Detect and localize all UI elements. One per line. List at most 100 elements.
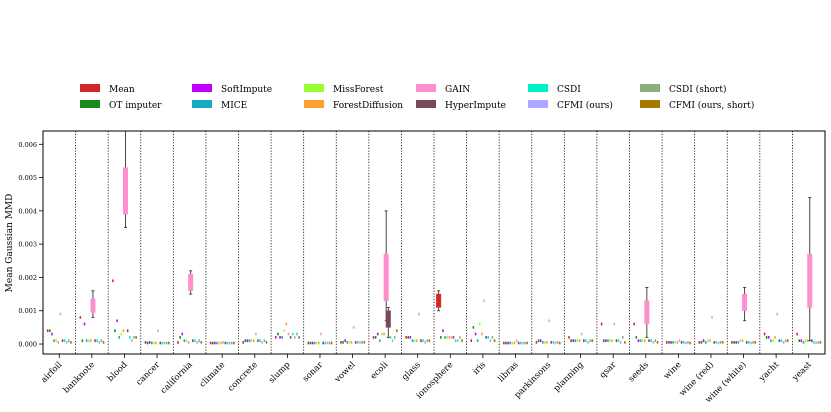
y-tick-label: 0.000 <box>18 341 37 349</box>
point-csdi-short-sonar <box>328 341 331 345</box>
point-forestdiffusion-concrete <box>252 339 255 343</box>
point-csdi-banknote <box>96 339 99 343</box>
point-softimpute-glass <box>409 335 412 339</box>
legend-label-ot-imputer: OT imputer <box>109 101 162 111</box>
point-ot-imputer-airfoil <box>49 329 51 333</box>
point-csdi-short-vowel <box>361 340 363 344</box>
point-missforest-wine-red <box>707 339 709 343</box>
x-tick-label-climate: climate <box>198 360 228 390</box>
x-tick-label-libras: libras <box>496 360 520 384</box>
point-ot-imputer-slump <box>277 332 279 336</box>
point-cfmi-ours-banknote <box>98 340 101 344</box>
point-ot-imputer-qsar <box>602 339 605 343</box>
point-ot-imputer-blood <box>114 329 116 333</box>
point-mean-yeast <box>796 332 798 336</box>
point-mice-ionosphere <box>444 335 446 339</box>
point-hyperimpute-blood <box>126 329 129 333</box>
point-hyperimpute-seeds <box>648 339 650 343</box>
point-mice-concrete <box>248 339 251 343</box>
point-softimpute-california <box>181 332 184 336</box>
point-softimpute-climate <box>214 341 216 345</box>
point-missforest-vowel <box>348 340 351 344</box>
point-cfmi-ours-short-climate <box>233 341 235 345</box>
point-missforest-wine-white <box>739 339 742 343</box>
box-gain-seeds <box>644 300 650 325</box>
point-mean-cancer <box>144 340 147 344</box>
point-ot-imputer-vowel <box>342 340 344 344</box>
point-mice-ecoli <box>379 339 381 343</box>
point-mean-sonar <box>307 341 310 345</box>
point-missforest-blood <box>120 332 123 336</box>
point-gain-sonar <box>320 332 322 336</box>
point-csdi-short-iris <box>491 335 494 339</box>
legend-label-gain: GAIN <box>445 85 470 95</box>
point-csdi-cancer <box>161 341 164 345</box>
point-gain-yacht <box>776 312 779 316</box>
point-csdi-wine <box>682 340 685 344</box>
point-missforest-wine <box>674 340 677 344</box>
point-missforest-ionosphere <box>446 335 448 339</box>
point-gain-planning <box>580 332 583 336</box>
point-cfmi-ours-climate <box>228 341 231 345</box>
point-mice-glass <box>411 339 414 343</box>
point-forestdiffusion-qsar <box>611 339 613 343</box>
legend-label-softimpute: SoftImpute <box>221 85 272 95</box>
point-mice-wine <box>672 340 674 344</box>
legend-swatch-mean <box>80 84 100 92</box>
y-axis-label: Mean Gaussian MMD <box>5 194 15 293</box>
point-hyperimpute-wine-white <box>745 340 748 344</box>
point-mice-airfoil <box>53 339 55 343</box>
point-mean-iris <box>470 339 473 343</box>
point-csdi-short-seeds <box>654 339 657 343</box>
point-ot-imputer-wine-red <box>700 340 703 344</box>
point-mean-blood <box>112 279 114 283</box>
point-forestdiffusion-parkinsons <box>546 340 548 344</box>
point-cfmi-ours-short-planning <box>591 339 594 343</box>
point-mice-climate <box>216 341 218 345</box>
point-hyperimpute-vowel <box>354 340 357 344</box>
legend-swatch-hyperimpute <box>416 100 436 108</box>
point-csdi-iris <box>487 335 490 339</box>
point-mice-banknote <box>85 339 88 343</box>
point-gain-vowel <box>352 325 355 329</box>
point-cfmi-ours-yacht <box>782 340 785 344</box>
legend-label-csdi-short: CSDI (short) <box>669 84 726 95</box>
legend-swatch-csdi-short <box>640 84 660 92</box>
point-csdi-yacht <box>780 339 783 343</box>
legend-swatch-mice <box>192 100 212 108</box>
point-forestdiffusion-iris <box>481 332 483 336</box>
point-ot-imputer-cancer <box>146 341 149 345</box>
point-ot-imputer-yeast <box>798 339 801 343</box>
point-gain-iris <box>483 299 485 303</box>
point-mean-wine <box>665 340 668 344</box>
point-forestdiffusion-libras <box>513 341 516 345</box>
point-cfmi-ours-short-libras <box>526 341 528 345</box>
point-gain-libras <box>515 339 518 343</box>
point-csdi-short-wine <box>687 340 689 344</box>
point-csdi-short-planning <box>589 339 591 343</box>
point-csdi-yeast <box>813 340 815 344</box>
y-tick-label: 0.006 <box>18 141 37 149</box>
point-hyperimpute-wine <box>680 340 683 344</box>
point-missforest-seeds <box>641 339 644 343</box>
point-mean-concrete <box>242 340 244 344</box>
point-hyperimpute-climate <box>224 341 227 345</box>
point-mice-cancer <box>150 341 153 345</box>
point-cfmi-ours-sonar <box>326 341 329 345</box>
point-missforest-libras <box>511 341 514 345</box>
point-softimpute-wine-red <box>702 339 705 343</box>
point-cfmi-ours-short-iris <box>493 339 496 343</box>
point-mice-iris <box>476 339 479 343</box>
point-cfmi-ours-short-wine-white <box>754 340 757 344</box>
point-forestdiffusion-banknote <box>90 339 92 343</box>
point-csdi-wine-red <box>715 340 718 344</box>
point-forestdiffusion-ecoli <box>383 332 385 336</box>
legend-label-cfmi-ours: CFMI (ours) <box>557 100 613 111</box>
point-csdi-short-banknote <box>100 339 103 343</box>
point-cfmi-ours-glass <box>424 340 426 344</box>
point-csdi-qsar <box>617 339 620 343</box>
data-marks <box>46 130 822 345</box>
point-csdi-short-cancer <box>165 341 168 345</box>
point-csdi-short-wine-white <box>752 340 754 344</box>
point-softimpute-ionosphere <box>442 329 444 333</box>
